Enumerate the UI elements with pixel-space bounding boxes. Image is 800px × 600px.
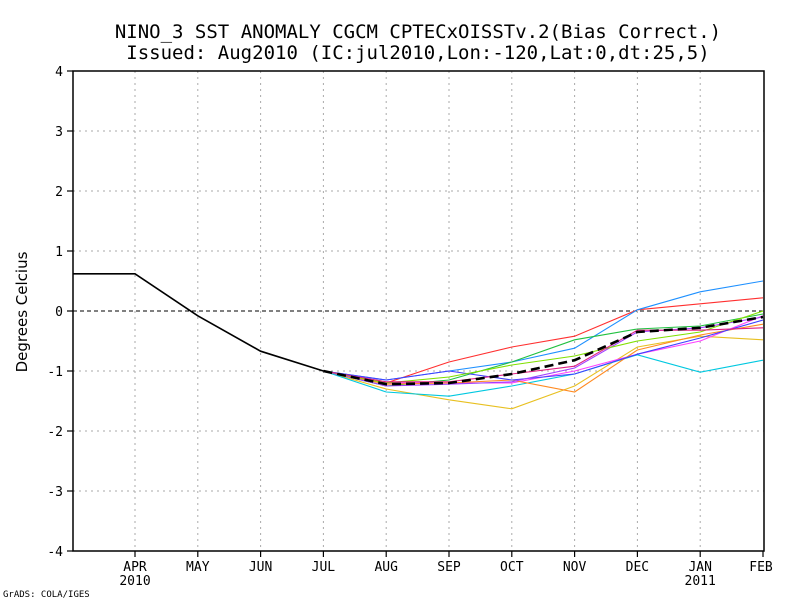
ytick-label: 3 <box>55 125 63 140</box>
xtick-label: JAN <box>688 560 711 575</box>
ytick-label: -4 <box>47 545 63 560</box>
xtick-label: MAY <box>186 560 210 575</box>
ytick-label: 2 <box>55 185 63 200</box>
y-axis-label: Degrees Celcius <box>13 251 31 372</box>
xtick-label: OCT <box>500 560 524 575</box>
year-label: 2011 <box>685 574 716 589</box>
ytick-label: -1 <box>47 365 63 380</box>
ytick-label: -3 <box>47 485 63 500</box>
ensemble-member-line-m11 <box>323 327 764 383</box>
ytick-label: -2 <box>47 425 63 440</box>
gridlines <box>73 71 764 551</box>
ensemble-member-line-m1 <box>323 297 764 384</box>
xtick-label: FEB <box>749 560 773 575</box>
ensemble-member-line-m4 <box>323 335 764 410</box>
xtick-label: DEC <box>626 560 649 575</box>
series-group <box>73 272 764 410</box>
chart-subtitle: Issued: Aug2010 (IC:jul2010,Lon:-120,Lat… <box>126 42 709 64</box>
ensemble-member-line-m9 <box>323 316 764 387</box>
ytick-label: 0 <box>55 305 63 320</box>
chart-title: NINO_3 SST ANOMALY CGCM CPTECxOISSTv.2(B… <box>115 21 721 43</box>
year-label: 2010 <box>119 574 150 589</box>
x-axis-ticks: APR MAY JUN JUL AUG SEP OCT NOV DEC JAN FEB 2010 201… <box>119 551 773 589</box>
ensemble-member-line-m10 <box>323 310 764 384</box>
xtick-label: JUN <box>249 560 272 575</box>
xtick-label: NOV <box>563 560 587 575</box>
ytick-label: 4 <box>55 65 63 80</box>
observed-line <box>73 272 324 372</box>
xtick-label: JUL <box>312 560 336 575</box>
ytick-label: 1 <box>55 245 63 260</box>
xtick-label: APR <box>123 560 147 575</box>
y-axis-ticks: 4 3 2 1 0 -1 -2 -3 -4 <box>47 65 73 560</box>
xtick-label: SEP <box>437 560 461 575</box>
ensemble-member-line-m8 <box>323 319 764 381</box>
ensemble-mean-line <box>323 315 764 386</box>
grads-credit: GrADS: COLA/IGES <box>3 590 90 600</box>
ensemble-member-line-m6 <box>323 354 764 397</box>
xtick-label: AUG <box>374 560 398 575</box>
